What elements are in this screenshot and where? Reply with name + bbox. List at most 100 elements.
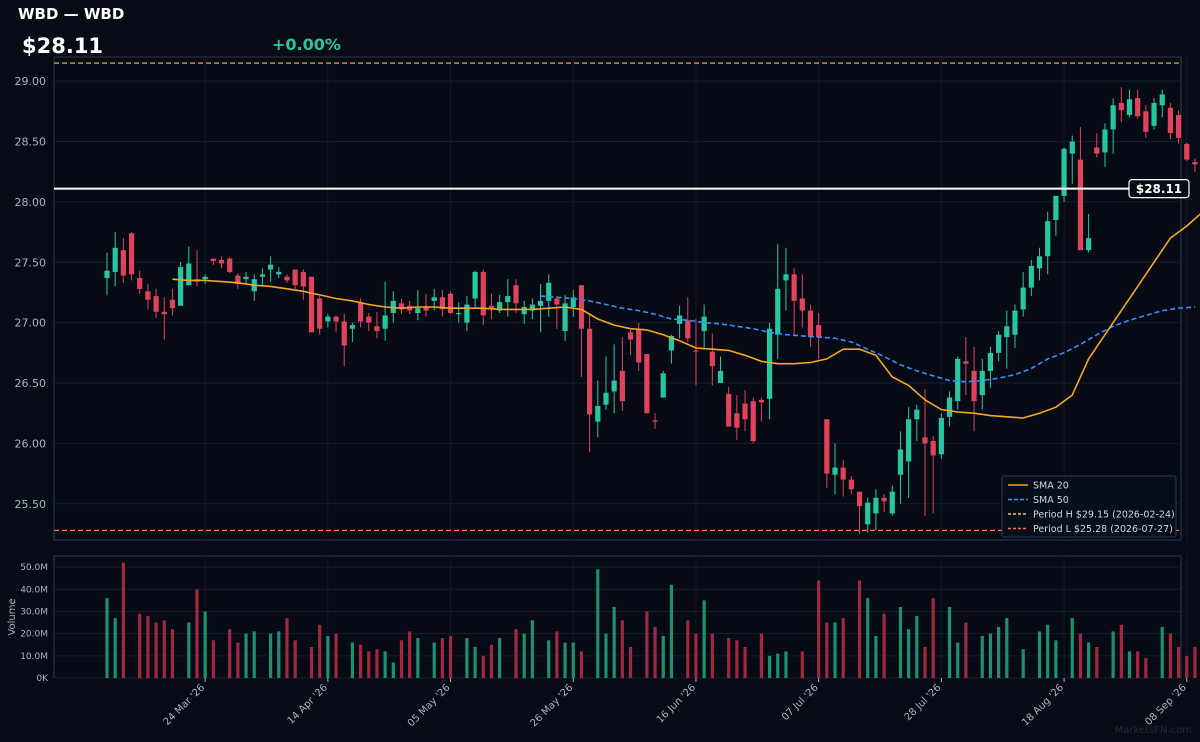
volume-bar bbox=[473, 646, 477, 678]
candle bbox=[881, 494, 887, 513]
candle-body bbox=[218, 259, 225, 264]
volume-bar bbox=[154, 622, 158, 678]
candle bbox=[145, 284, 151, 310]
candle bbox=[652, 413, 658, 429]
price-panel: 25.50 26.00 26.50 27.00 27.50 28.00 28.50 29.00… bbox=[15, 56, 1200, 541]
candle-body bbox=[832, 467, 838, 475]
volume-plot-area bbox=[53, 555, 1182, 679]
candle-body bbox=[1045, 221, 1051, 257]
candle bbox=[1061, 147, 1067, 202]
legend-entry: SMA 20 bbox=[1033, 481, 1069, 492]
volume-axis-label: Volume bbox=[7, 598, 18, 635]
x-tick-label: 08 Sep '26 bbox=[1143, 682, 1189, 728]
candle bbox=[1004, 310, 1010, 369]
candle bbox=[677, 305, 683, 339]
candle-body bbox=[807, 310, 814, 338]
candle-body bbox=[873, 497, 879, 514]
volume-bar bbox=[530, 620, 534, 678]
candle bbox=[979, 358, 985, 410]
candle-body bbox=[930, 440, 936, 456]
candle-body bbox=[366, 316, 372, 323]
volume-bar bbox=[947, 607, 952, 678]
candle-body bbox=[1069, 141, 1075, 154]
candle-body bbox=[447, 293, 454, 313]
candle-body bbox=[758, 399, 764, 403]
price-tick-label: 26.50 bbox=[15, 377, 47, 390]
candle-body bbox=[881, 497, 887, 502]
volume-tick-label: 30.0M bbox=[20, 607, 48, 617]
candle-body bbox=[938, 418, 944, 455]
current-price: $28.11 bbox=[22, 34, 104, 58]
candle-body bbox=[587, 328, 593, 415]
volume-bar bbox=[727, 638, 731, 678]
candle bbox=[505, 279, 511, 317]
volume-panel: 0K 10.0M 20.0M 30.0M 40.0M 50.0M Volume bbox=[7, 555, 1197, 684]
candle bbox=[807, 304, 814, 347]
candle bbox=[153, 288, 159, 318]
candle-body bbox=[636, 329, 642, 363]
volume-bar bbox=[997, 626, 1001, 678]
volume-bar bbox=[857, 580, 862, 678]
volume-bar bbox=[923, 646, 927, 678]
candle bbox=[726, 386, 732, 427]
candle-body bbox=[1143, 111, 1149, 132]
candle-body bbox=[554, 298, 560, 305]
candle-body bbox=[611, 380, 617, 392]
candle-body bbox=[513, 285, 519, 304]
x-axis: 24 Mar '26 14 Apr '26 05 May '26 26 May '26… bbox=[162, 678, 1189, 729]
candle bbox=[840, 460, 846, 497]
candle-body bbox=[775, 288, 781, 335]
volume-bar bbox=[514, 629, 518, 678]
volume-bar bbox=[653, 626, 657, 678]
candle-body bbox=[791, 274, 797, 301]
candle bbox=[636, 322, 642, 371]
candle bbox=[447, 291, 454, 315]
volume-bar bbox=[440, 638, 444, 678]
candle bbox=[292, 269, 298, 289]
volume-bar bbox=[367, 651, 371, 678]
candle-body bbox=[1012, 310, 1018, 335]
candle bbox=[750, 397, 756, 444]
candle-body bbox=[889, 491, 895, 514]
volume-bar bbox=[187, 622, 191, 678]
volume-bar bbox=[800, 651, 804, 678]
candle bbox=[1126, 89, 1133, 118]
volume-bar bbox=[1054, 640, 1058, 678]
candle bbox=[742, 390, 748, 432]
candle bbox=[276, 267, 282, 278]
volume-bar bbox=[252, 631, 256, 678]
candle bbox=[758, 397, 764, 422]
candle-body bbox=[824, 419, 830, 474]
volume-bar bbox=[825, 622, 829, 678]
volume-bar bbox=[277, 631, 281, 678]
volume-bar bbox=[767, 655, 772, 678]
candle bbox=[595, 380, 601, 438]
volume-bar bbox=[162, 620, 166, 678]
candle-body bbox=[456, 312, 462, 315]
candle bbox=[333, 315, 339, 333]
candle-body bbox=[308, 276, 315, 333]
volume-bar bbox=[579, 651, 584, 678]
candle-body bbox=[578, 285, 585, 329]
candle-body bbox=[603, 392, 609, 405]
candle bbox=[570, 290, 576, 317]
candle bbox=[701, 304, 707, 350]
candle-body bbox=[472, 271, 478, 299]
candle bbox=[546, 274, 552, 317]
candle bbox=[717, 356, 724, 384]
volume-bar bbox=[866, 598, 870, 678]
candle bbox=[914, 404, 920, 441]
legend-box bbox=[1001, 475, 1177, 538]
candle bbox=[398, 298, 405, 315]
candle bbox=[766, 322, 773, 420]
volume-bar bbox=[882, 613, 886, 678]
candle bbox=[1143, 105, 1149, 138]
volume-bar bbox=[498, 638, 502, 678]
candle bbox=[644, 354, 650, 414]
candle bbox=[366, 312, 372, 332]
candle-body bbox=[546, 282, 552, 301]
candle-body bbox=[186, 263, 192, 286]
current-price-label-box bbox=[1128, 179, 1190, 199]
volume-bar bbox=[833, 622, 837, 678]
candle-body bbox=[423, 306, 429, 311]
